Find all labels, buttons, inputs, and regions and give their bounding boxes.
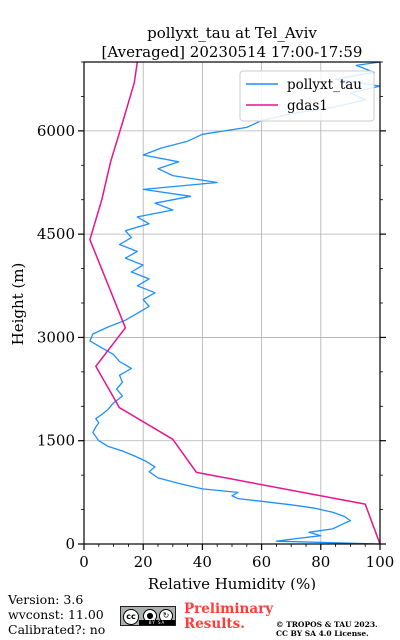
x-tick-label: 60: [252, 553, 271, 571]
chart-title-line1: pollyxt_tau at Tel_Aviv: [147, 24, 317, 42]
x-tick-label: 80: [311, 553, 330, 571]
y-tick-label: 6000: [37, 122, 75, 140]
legend-label-gdas1: gdas1: [287, 98, 328, 114]
preliminary-line2: Results.: [184, 616, 245, 632]
x-tick-label: 20: [134, 553, 153, 571]
version-text: Version: 3.6: [8, 592, 84, 607]
copyright-notice: © TROPOS & TAU 2023. CC BY SA 4.0 Licens…: [276, 620, 378, 638]
y-axis-label: Height (m): [9, 263, 27, 346]
rh-profile-chart: pollyxt_tau at Tel_Aviv [Averaged] 20230…: [9, 24, 395, 590]
legend-label-pollyxt: pollyxt_tau: [287, 77, 362, 93]
wvconst-text: wvconst: 11.00: [8, 607, 104, 622]
copyright-line1: © TROPOS & TAU 2023.: [276, 620, 378, 629]
calibrated-text: Calibrated?: no: [8, 622, 106, 637]
y-tick-label: 3000: [37, 328, 75, 346]
legend: pollyxt_tau gdas1: [239, 70, 375, 122]
chart-title-line2: [Averaged] 20230514 17:00-17:59: [102, 43, 363, 61]
cc-by-sa-icon: cc ● ↻ BY SA: [120, 606, 176, 626]
footer-info: Version: 3.6 wvconst: 11.00 Calibrated?:…: [8, 592, 105, 637]
axes: 0 20 40 60 80 100 0 1500 3000 4500 6000: [37, 61, 395, 571]
grid: [83, 62, 381, 545]
series-line-pollyxt-tau: [89, 61, 381, 545]
x-tick-label: 100: [366, 553, 395, 571]
y-tick-label: 1500: [37, 432, 75, 450]
series-line-gdas1: [89, 61, 381, 545]
x-tick-label: 40: [193, 553, 212, 571]
preliminary-line1: Preliminary: [184, 601, 274, 617]
y-tick-label: 0: [65, 535, 75, 553]
plot-frame: [83, 61, 381, 545]
x-tick-label: 0: [79, 553, 89, 571]
preliminary-notice: Preliminary Results.: [184, 602, 273, 632]
copyright-line2: CC BY SA 4.0 License.: [276, 629, 369, 638]
series-layer: [89, 61, 381, 545]
x-axis-label: Relative Humidity (%): [148, 575, 316, 590]
y-tick-label: 4500: [37, 225, 75, 243]
